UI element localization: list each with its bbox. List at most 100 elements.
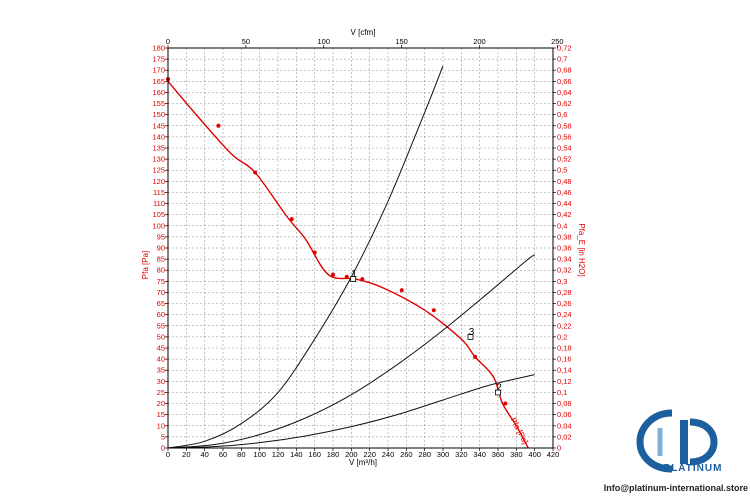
y-right-tick-label: 0,42 [557,210,572,219]
y-right-tick-label: 0,1 [557,388,567,397]
y-left-tick-label: 30 [157,377,165,386]
y-left-tick-label: 180 [152,44,165,53]
x-bottom-tick-label: 0 [166,450,170,459]
x-bottom-tick-label: 420 [547,450,560,459]
y-right-tick-label: 0,36 [557,244,572,253]
y-right-tick-label: 0,38 [557,232,572,241]
y-right-tick-label: 0,16 [557,355,572,364]
system-curve-3 [167,374,535,449]
y-left-tick-label: 50 [157,332,165,341]
y-right-tick-label: 0,5 [557,166,567,175]
y-right-tick-label: 0,26 [557,299,572,308]
y-right-tick-label: 0,7 [557,55,567,64]
x-bottom-tick-label: 300 [437,450,450,459]
pfa-curve-marker [331,272,335,277]
x-bottom-tick-label: 20 [182,450,190,459]
axes [165,45,558,451]
pfa-curve-marker [289,217,294,222]
y-right-tick-label: 0,02 [557,432,572,441]
y-left-tick-label: 0 [161,444,165,453]
y-left-tick-label: 145 [152,121,165,130]
plot-frame [167,47,554,449]
x-bottom-tick-label: 380 [510,450,523,459]
tick-labels: 0 20 40 60 80 100 120 140 160 180 200 220 240 260 280 3… [152,37,571,459]
operating-point-label: 3 [469,327,475,338]
x-bottom-tick-label: 40 [200,450,208,459]
y-left-tick-label: 95 [157,232,165,241]
y-right-tick-label: 0,66 [557,77,572,86]
y-left-tick-label: 45 [157,344,165,353]
x-top-tick-label: 50 [242,37,250,46]
y-left-axis-title: Pfa [Pa] [141,251,150,279]
y-left-tick-label: 55 [157,321,165,330]
y-left-tick-label: 20 [157,399,165,408]
x-bottom-tick-label: 140 [290,450,303,459]
y-left-tick-label: 35 [157,366,165,375]
y-right-tick-label: 0,34 [557,255,572,264]
x-bottom-tick-label: 360 [492,450,505,459]
y-right-tick-label: 0,64 [557,88,572,97]
x-bottom-tick-label: 180 [327,450,340,459]
brand-logo-text: PLATINUM [663,463,723,474]
operating-point-label: 1 [351,269,357,280]
y-left-tick-label: 70 [157,288,165,297]
y-right-tick-label: 0,22 [557,321,572,330]
y-left-tick-label: 105 [152,210,165,219]
y-left-tick-label: 40 [157,355,165,364]
y-left-tick-label: 135 [152,144,165,153]
x-bottom-tick-label: 320 [455,450,468,459]
y-left-tick-label: 75 [157,277,165,286]
y-left-tick-label: 65 [157,299,165,308]
y-right-tick-label: 0,44 [557,199,572,208]
y-right-tick-label: 0,06 [557,410,572,419]
x-bottom-tick-label: 340 [473,450,486,459]
pfa-curve-marker [503,401,508,406]
pfa-curve-marker [344,274,349,279]
platinum-logo-icon [636,409,718,473]
y-right-tick-label: 0,4 [557,221,567,230]
y-right-tick-label: 0,46 [557,188,572,197]
y-left-tick-label: 140 [152,132,165,141]
system-curve-2 [167,254,535,449]
y-right-tick-label: 0,68 [557,66,572,75]
x-bottom-tick-label: 160 [308,450,321,459]
x-bottom-tick-label: 400 [528,450,541,459]
y-left-tick-label: 130 [152,155,165,164]
pfa-curve-marker [431,308,436,313]
x-bottom-tick-label: 200 [345,450,358,459]
y-right-tick-label: 0,14 [557,366,572,375]
y-left-tick-label: 85 [157,255,165,264]
y-right-tick-label: 0,56 [557,132,572,141]
y-right-axis-title: Pfa_E [in H2O] [577,223,586,276]
y-left-tick-label: 90 [157,244,165,253]
x-bottom-tick-label: 220 [363,450,376,459]
y-right-tick-label: 0,18 [557,344,572,353]
y-right-tick-label: 0,52 [557,155,572,164]
system-curve-1 [167,65,444,449]
y-right-tick-label: 0 [557,444,561,453]
y-right-tick-label: 0,54 [557,144,572,153]
pfa-curve-marker [216,123,221,128]
x-bottom-tick-label: 60 [219,450,227,459]
y-left-tick-label: 165 [152,77,165,86]
y-left-tick-label: 110 [153,199,165,208]
y-left-tick-label: 5 [161,432,165,441]
x-top-tick-label: 100 [317,37,330,46]
operating-point-label: 2 [496,382,502,393]
y-right-tick-label: 0,12 [557,377,572,386]
x-bottom-tick-label: 240 [382,450,395,459]
y-left-tick-label: 80 [157,266,165,275]
x-top-tick-label: 200 [473,37,486,46]
x-bottom-tick-label: 260 [400,450,413,459]
x-top-axis-title: V [cfm] [351,28,376,37]
y-right-tick-label: 0,62 [557,99,572,108]
y-left-tick-label: 15 [157,410,165,419]
y-left-tick-label: 155 [152,99,165,108]
y-left-tick-label: 150 [152,110,165,119]
x-bottom-tick-label: 80 [237,450,245,459]
y-right-tick-label: 0,3 [557,277,567,286]
pfa-curve-label: Pfa [Pa] [509,416,530,445]
y-left-tick-label: 170 [152,66,165,75]
y-right-tick-label: 0,32 [557,266,572,275]
